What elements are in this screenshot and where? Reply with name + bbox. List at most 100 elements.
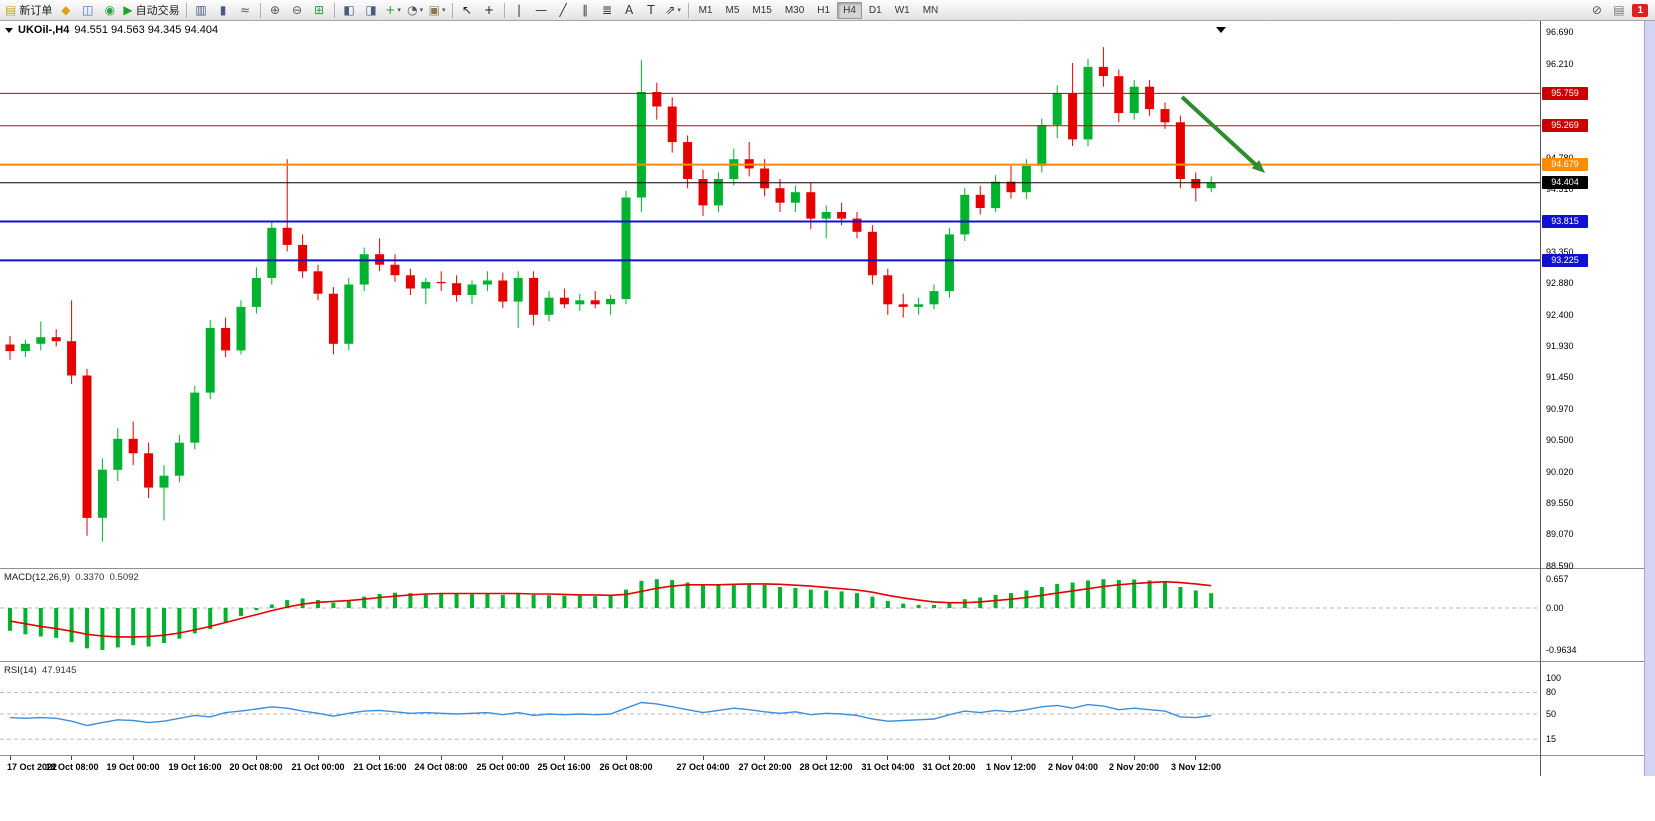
autotrading-button-label: 自动交易	[135, 5, 180, 17]
price-axis-label: 93.350	[1546, 247, 1574, 257]
macd-panel[interactable]	[0, 569, 1540, 661]
price-badge-93.815: 93.815	[1542, 215, 1588, 228]
price-axis-label: 90.970	[1546, 404, 1574, 414]
search-icon: ⊘	[1591, 3, 1602, 17]
macd-histogram-bar	[1147, 580, 1152, 608]
periods-button[interactable]: ◔ ▾	[405, 1, 426, 19]
time-tick	[1072, 756, 1073, 760]
toolbar-separator	[687, 2, 689, 18]
time-tick	[256, 756, 257, 760]
trendline-button[interactable]: ╱	[553, 1, 574, 19]
dropdown-caret-icon: ▾	[397, 6, 401, 14]
indicators-button[interactable]: + ▾	[383, 1, 404, 19]
timeframe-button-H4[interactable]: H4	[837, 1, 862, 19]
line-chart-button[interactable]: ≈	[235, 1, 256, 19]
macd-histogram-bar	[993, 594, 998, 608]
candle-body	[482, 280, 492, 285]
text-label-button[interactable]: T	[641, 1, 662, 19]
macd-histogram-bar	[1163, 581, 1167, 608]
candle-body	[1114, 76, 1124, 114]
candle-body	[837, 212, 847, 219]
price-badge-93.225: 93.225	[1542, 254, 1588, 267]
fibonacci-button[interactable]: ≣	[597, 1, 618, 19]
time-axis[interactable]: 17 Oct 2022 18 Oct 08:00 19 Oct 00:00 19 Oc…	[0, 756, 1540, 776]
timeframe-button-M5[interactable]: M5	[725, 4, 740, 16]
time-tick	[71, 756, 72, 760]
timeframe-button-M30[interactable]: M30	[784, 4, 805, 16]
price-axis[interactable]: 96.69096.21094.78094.31093.35092.88092.4…	[1541, 21, 1644, 776]
zoom-out-button[interactable]: ⊖	[287, 1, 308, 19]
candle-body	[467, 284, 477, 295]
candle-body	[667, 106, 677, 143]
macd-histogram-bar	[254, 608, 259, 611]
crosshair-icon: +	[484, 3, 495, 17]
news-button[interactable]: ▤	[1608, 1, 1629, 19]
notification-badge[interactable]: 1	[1632, 3, 1648, 17]
tile-windows-button[interactable]: ⊞	[309, 1, 330, 19]
macd-histogram-bar	[885, 601, 890, 608]
candle-body	[159, 475, 169, 488]
timeframe-button-MN[interactable]: MN	[922, 4, 939, 16]
macd-histogram-bar	[855, 593, 859, 608]
candle-body	[97, 469, 107, 518]
arrows-button[interactable]: ⇗ ▾	[663, 1, 684, 19]
time-tick	[887, 756, 888, 760]
text-button[interactable]: A	[619, 1, 640, 19]
macd-axis-label: -0.9634	[1546, 645, 1577, 655]
templates-button[interactable]: ▣ ▾	[427, 1, 448, 19]
timeframe-button-M15[interactable]: M15	[752, 4, 772, 16]
timeframe-button-M1[interactable]: M1	[698, 4, 713, 16]
candle-body	[436, 281, 446, 284]
macd-histogram-bar	[1101, 579, 1106, 608]
candle-body	[128, 438, 138, 454]
candle-body	[51, 337, 61, 342]
market-watch-button[interactable]: ◫	[77, 1, 98, 19]
price-axis-label: 90.500	[1546, 435, 1574, 445]
rsi-panel[interactable]	[0, 662, 1540, 755]
candle-body	[313, 271, 323, 294]
time-axis-label: 25 Oct 00:00	[476, 762, 530, 772]
window-scrollbar[interactable]	[1644, 21, 1655, 776]
macd-histogram-bar	[285, 600, 290, 608]
trend-arrow-annotation[interactable]	[1180, 95, 1265, 173]
vertical-line-button[interactable]: |	[509, 1, 530, 19]
rsi-axis-label: 100	[1546, 673, 1562, 683]
search-button[interactable]: ⊘	[1586, 1, 1607, 19]
alerts-button[interactable]: ◆	[55, 1, 76, 19]
dropdown-caret-icon: ▾	[419, 6, 424, 14]
panel-separator[interactable]	[0, 568, 1644, 569]
autotrading-button[interactable]: ▶ 自动交易	[121, 1, 181, 19]
panel-separator[interactable]	[0, 661, 1644, 662]
price-chart-panel[interactable]	[0, 21, 1540, 568]
chart-corner-arrow-icon[interactable]	[1216, 27, 1226, 33]
timeframe-button-H1[interactable]: H1	[817, 4, 831, 16]
chart-shift-button[interactable]: ◨	[361, 1, 382, 19]
candle-body	[960, 194, 970, 235]
auto-scroll-button[interactable]: ◧	[339, 1, 360, 19]
crosshair-button[interactable]: +	[479, 1, 500, 19]
community-button[interactable]: ◉	[99, 1, 120, 19]
candlestick-chart-button[interactable]: ▮	[213, 1, 234, 19]
toolbar-separator	[333, 2, 335, 18]
candle-body	[82, 375, 92, 518]
channel-button[interactable]: ∥	[575, 1, 596, 19]
candle-body	[760, 168, 770, 189]
toolbar-separator	[259, 2, 261, 18]
candles	[5, 47, 1216, 542]
chart-title: UKOil-,H4 94.551 94.563 94.345 94.404	[5, 24, 218, 36]
fibonacci-icon: ≣	[602, 3, 613, 17]
new-order-button[interactable]: ▤ 新订单	[3, 1, 54, 19]
horizontal-line-button[interactable]: —	[531, 1, 552, 19]
cursor-button[interactable]: ↖	[457, 1, 478, 19]
candle-body	[713, 179, 723, 206]
candle-body	[236, 306, 246, 351]
zoom-in-button[interactable]: ⊕	[265, 1, 286, 19]
timeframe-button-W1[interactable]: W1	[894, 4, 910, 16]
timeframe-button-D1[interactable]: D1	[868, 4, 882, 16]
bar-chart-button[interactable]: ▥	[191, 1, 212, 19]
chart-menu-icon[interactable]	[5, 27, 13, 33]
macd-histogram-bar	[1178, 587, 1183, 608]
macd-histogram-bar	[1209, 593, 1214, 608]
candle-body	[1083, 66, 1093, 140]
candle-body	[975, 194, 985, 208]
